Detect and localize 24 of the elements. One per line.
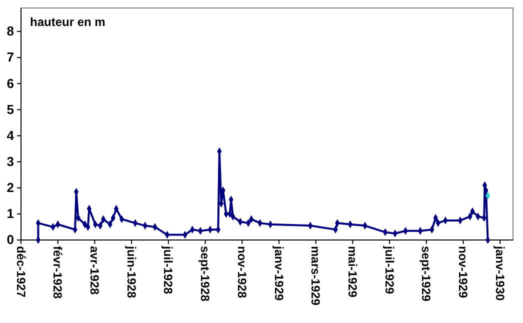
x-tick-label: mars-1929 [308,246,323,306]
y-tick-label: 1 [6,206,14,222]
y-tick-label: 5 [6,102,14,117]
x-tick-label: nov-1928 [234,246,249,298]
y-tick-label: 4 [6,128,15,143]
x-tick-label: nov-1929 [456,246,470,298]
y-tick-label: 7 [6,50,14,65]
x-tick-label: janv-1929 [272,245,286,302]
y-tick-label: 6 [6,76,14,91]
y-tick-label: 3 [6,154,14,169]
y-axis-title: hauteur en m [30,15,106,29]
y-tick-label: 2 [6,180,14,196]
y-tick-label: 0 [6,232,14,248]
x-tick-label: mai-1929 [345,246,360,298]
x-tick-label: sept-1928 [198,246,212,302]
x-tick-label: avr-1928 [88,246,102,296]
x-tick-label: juil-1929 [382,245,396,294]
x-tick-label: sept-1929 [419,246,434,302]
x-tick-label: juil-1928 [161,245,176,294]
x-tick-label: déc-1927 [14,246,28,298]
x-tick-label: janv-1930 [492,245,507,302]
y-tick-label: 8 [6,24,14,39]
x-tick-label: juin-1928 [124,245,138,298]
x-tick-label: févr-1928 [50,246,65,300]
